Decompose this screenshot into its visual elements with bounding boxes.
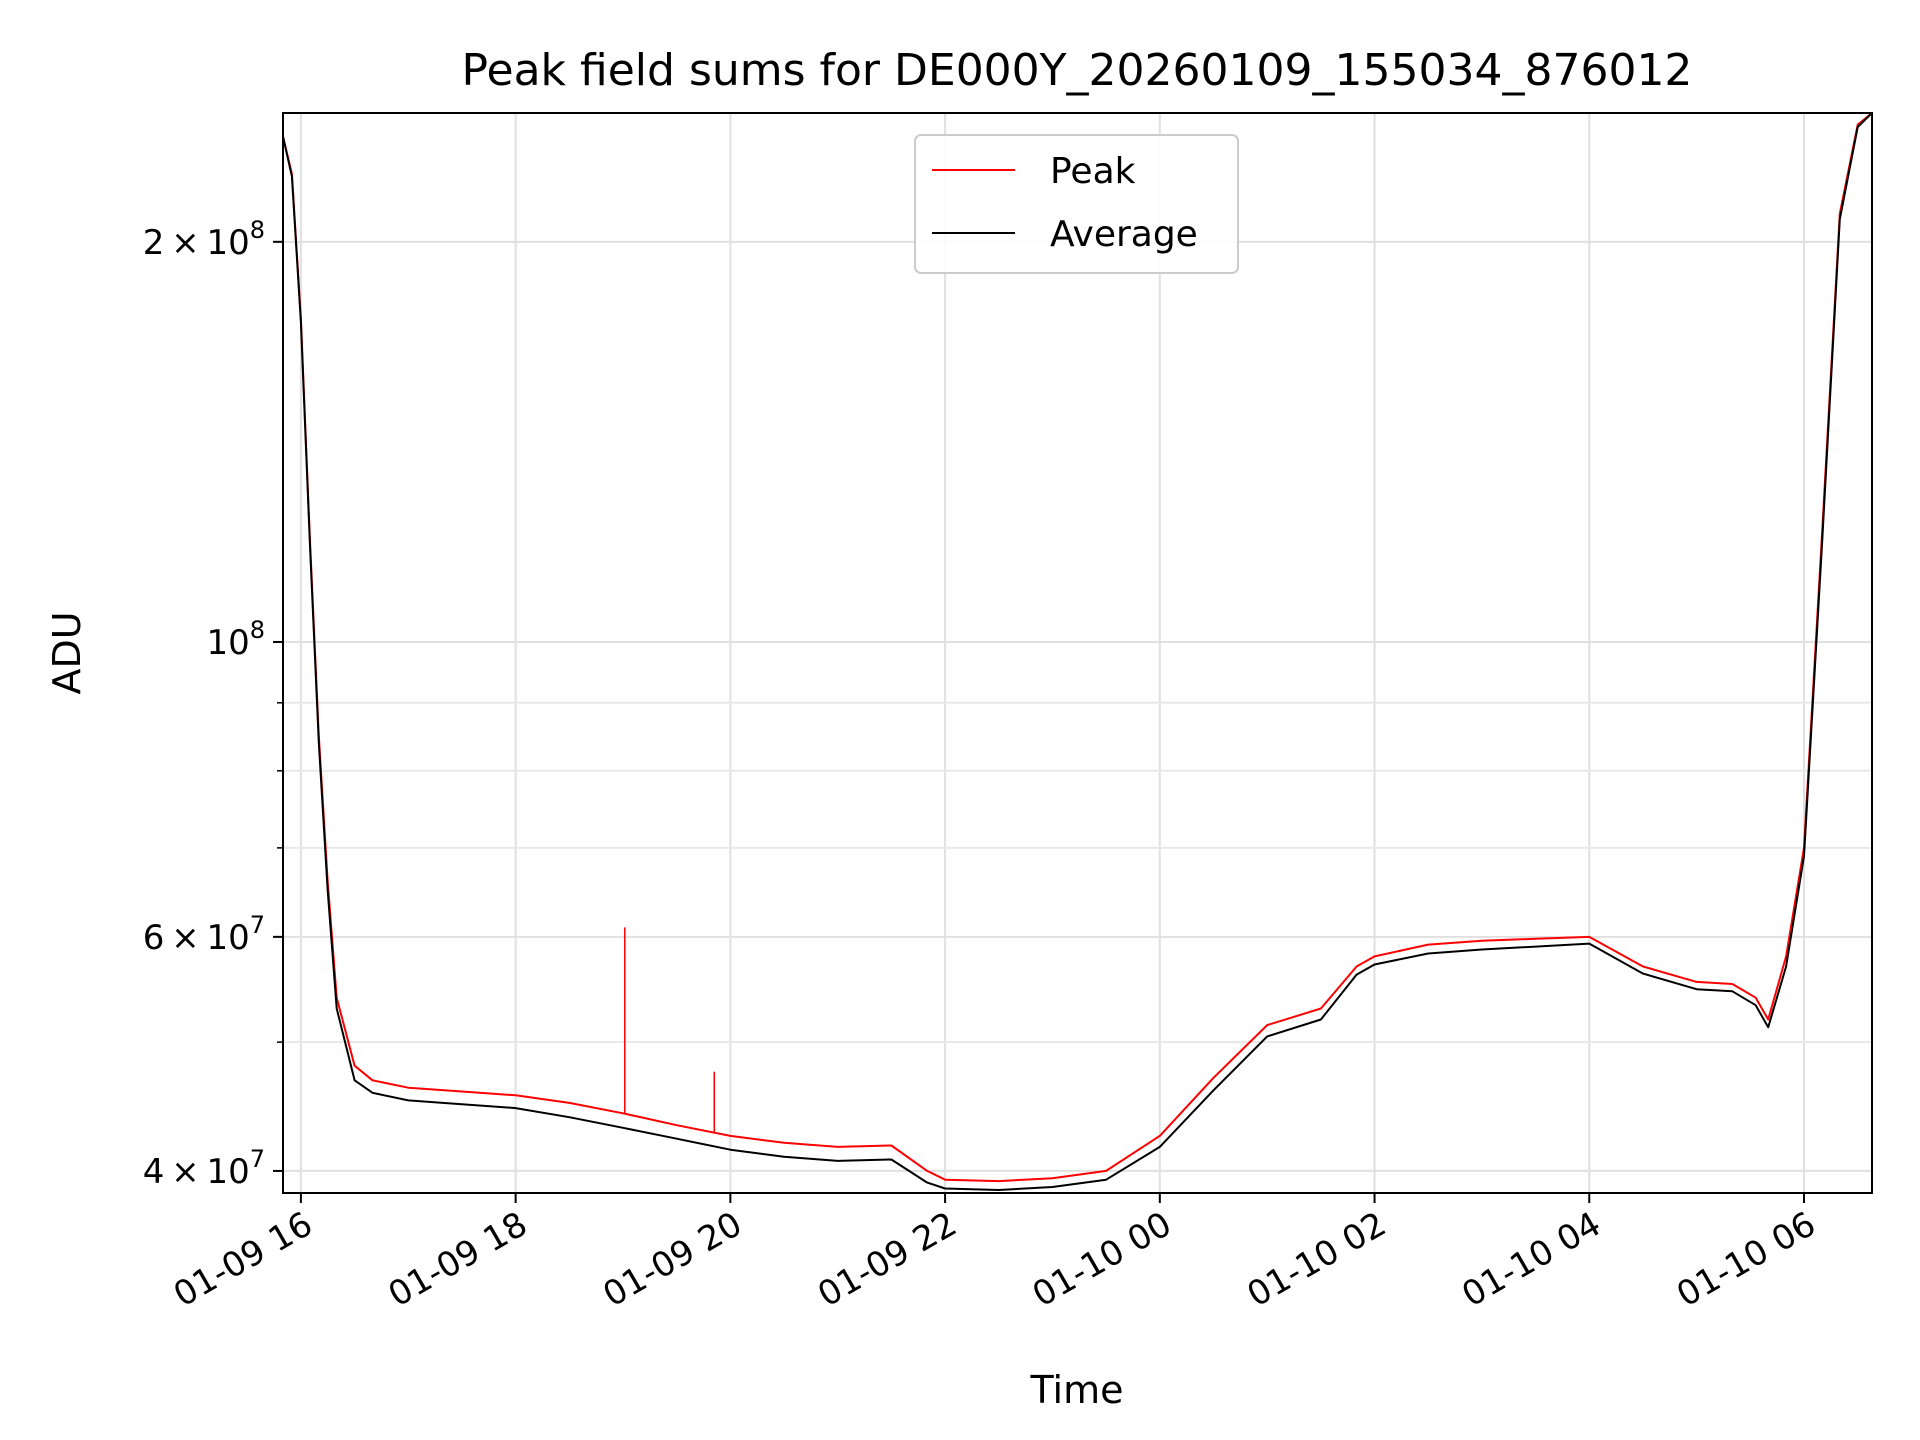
y-tick-exponent: 7 (250, 1145, 265, 1173)
y-tick-label: 2 × 108 (143, 216, 265, 263)
y-tick-exponent: 8 (250, 216, 265, 244)
legend-label-average: Average (1050, 214, 1198, 255)
legend: Peak Average (914, 134, 1239, 274)
series-line-peak (283, 113, 1872, 1183)
y-tick-label: 6 × 107 (143, 911, 265, 958)
grid (283, 113, 1872, 1193)
y-axis-title: ADU (45, 611, 89, 694)
plot-frame (282, 112, 1873, 1194)
series-layer (283, 113, 1872, 1191)
y-tick-exponent: 7 (250, 911, 265, 939)
y-tick-label: 4 × 107 (143, 1145, 265, 1192)
legend-label-peak: Peak (1050, 151, 1136, 192)
chart-title: Peak field sums for DE000Y_20260109_1550… (462, 45, 1693, 96)
y-tick-label: 108 (206, 616, 265, 663)
series-line-average (283, 113, 1872, 1191)
y-axis: 4 × 107 6 × 107 108 2 × 108 (143, 216, 283, 1192)
y-tick-exponent: 8 (250, 616, 265, 644)
x-axis-title: Time (1030, 1368, 1124, 1412)
